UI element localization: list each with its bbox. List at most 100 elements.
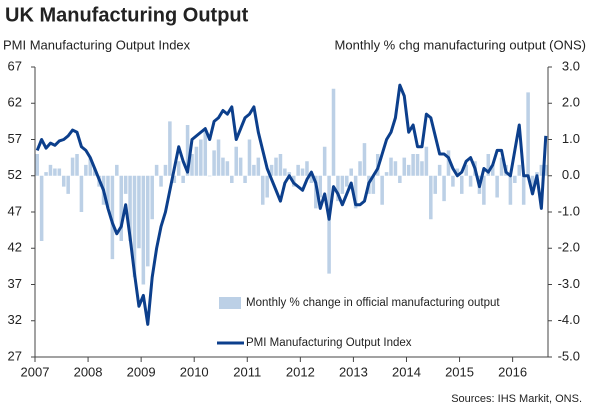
bar <box>429 175 433 220</box>
bar <box>53 168 57 176</box>
bar <box>110 175 115 260</box>
bar <box>513 175 517 183</box>
bar <box>486 154 491 176</box>
bar <box>526 92 530 176</box>
y2-axis-label: Monthly % chg manufacturing output (ONS) <box>335 37 586 52</box>
bar <box>70 157 75 176</box>
y2-tick-label: 0.0 <box>562 167 580 182</box>
bar <box>305 161 309 176</box>
bar <box>207 175 212 177</box>
bar <box>225 161 230 176</box>
bar <box>389 157 393 176</box>
bar <box>287 172 292 176</box>
bar <box>75 154 79 176</box>
y2-tick-label: -3.0 <box>558 276 580 291</box>
bar <box>482 175 486 205</box>
bar <box>265 175 269 198</box>
y-tick-label: 67 <box>8 58 22 73</box>
y2-tick-label: 1.0 <box>562 131 580 146</box>
bar <box>446 150 451 176</box>
bar <box>535 172 539 176</box>
bar <box>420 161 424 176</box>
bar <box>490 164 495 176</box>
bar <box>190 154 194 176</box>
y-tick-label: 27 <box>8 348 22 363</box>
bar <box>238 157 243 176</box>
bar <box>517 164 522 176</box>
bar <box>115 164 119 176</box>
x-tick-label: 2008 <box>74 364 103 379</box>
bar <box>459 175 464 194</box>
bar <box>35 154 39 176</box>
bar <box>539 164 544 176</box>
x-tick-label: 2009 <box>127 364 156 379</box>
bar <box>411 154 415 176</box>
bar <box>499 157 504 176</box>
bar <box>296 164 300 176</box>
legend-label: Monthly % change in official manufacturi… <box>246 297 500 309</box>
y2-tick-label: -5.0 <box>558 348 580 363</box>
x-tick-label: 2015 <box>445 364 474 379</box>
x-tick-label: 2012 <box>286 364 315 379</box>
bar <box>159 175 163 187</box>
y-tick-label: 37 <box>8 276 22 291</box>
bar <box>203 128 208 176</box>
bar <box>260 175 265 205</box>
y-tick-label: 52 <box>8 167 22 182</box>
bar <box>230 175 234 183</box>
y2-tick-label: -4.0 <box>558 312 580 327</box>
bar <box>393 161 398 176</box>
bar <box>327 175 331 274</box>
bar <box>39 175 44 241</box>
x-tick-label: 2010 <box>180 364 209 379</box>
bar <box>380 175 384 205</box>
bar <box>455 168 460 176</box>
bar <box>406 164 411 176</box>
bar <box>318 175 323 198</box>
bar <box>256 157 261 176</box>
y2-tick-label: -2.0 <box>558 240 580 255</box>
bar <box>495 175 499 198</box>
bar <box>437 164 442 176</box>
bar <box>309 175 314 183</box>
y-axis-label: PMI Manufacturing Output Index <box>3 37 191 52</box>
bar <box>358 161 362 176</box>
bar <box>451 175 455 187</box>
y-tick-label: 32 <box>8 312 22 327</box>
legend-swatch <box>219 297 241 309</box>
bar <box>464 164 468 176</box>
y2-tick-label: 2.0 <box>562 95 580 110</box>
bar <box>345 175 349 187</box>
x-tick-label: 2007 <box>21 364 50 379</box>
bar <box>163 164 168 176</box>
bar <box>66 175 70 194</box>
bar <box>146 175 150 267</box>
bar <box>252 164 256 176</box>
bar <box>247 139 252 176</box>
bar <box>84 164 88 176</box>
x-tick-label: 2013 <box>339 364 368 379</box>
bar <box>119 175 124 241</box>
bar <box>508 175 513 205</box>
bar <box>88 157 93 176</box>
bar <box>194 146 199 176</box>
bar <box>468 175 473 187</box>
bar <box>132 175 137 278</box>
bar <box>216 139 221 176</box>
bar <box>172 175 177 183</box>
source: Sources: IHS Markit, ONS. <box>451 393 582 405</box>
bar <box>340 175 345 194</box>
bar <box>300 168 305 176</box>
y2-tick-label: 3.0 <box>562 58 580 73</box>
bar <box>176 161 181 176</box>
bar <box>212 150 216 176</box>
bar <box>442 175 446 202</box>
bar <box>278 154 283 176</box>
bar <box>384 172 389 176</box>
y-tick-label: 42 <box>8 240 22 255</box>
bar <box>243 175 247 183</box>
x-tick-label: 2011 <box>233 364 261 379</box>
bar <box>181 175 185 183</box>
